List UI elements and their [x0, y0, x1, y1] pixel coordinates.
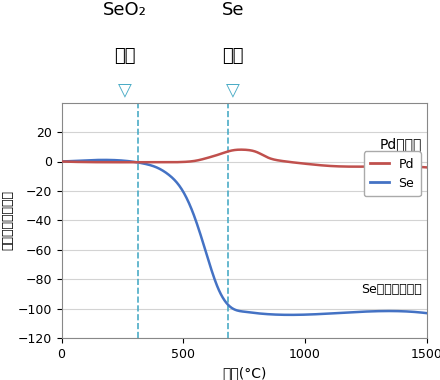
Text: Seは完全に揮発: Seは完全に揮発	[361, 283, 422, 296]
X-axis label: 温度(°C): 温度(°C)	[222, 366, 266, 380]
Text: ▽: ▽	[118, 81, 132, 99]
Text: 永点: 永点	[114, 47, 136, 65]
Text: ▽: ▽	[226, 81, 240, 99]
Legend: Pd, Se: Pd, Se	[363, 151, 421, 196]
Text: 永点: 永点	[222, 47, 243, 65]
Text: Pdは残存: Pdは残存	[380, 137, 422, 151]
Text: SeO₂: SeO₂	[103, 1, 147, 19]
Y-axis label: 熱重鈇分析（％）: 熱重鈇分析（％）	[2, 190, 15, 250]
Text: Se: Se	[221, 1, 244, 19]
